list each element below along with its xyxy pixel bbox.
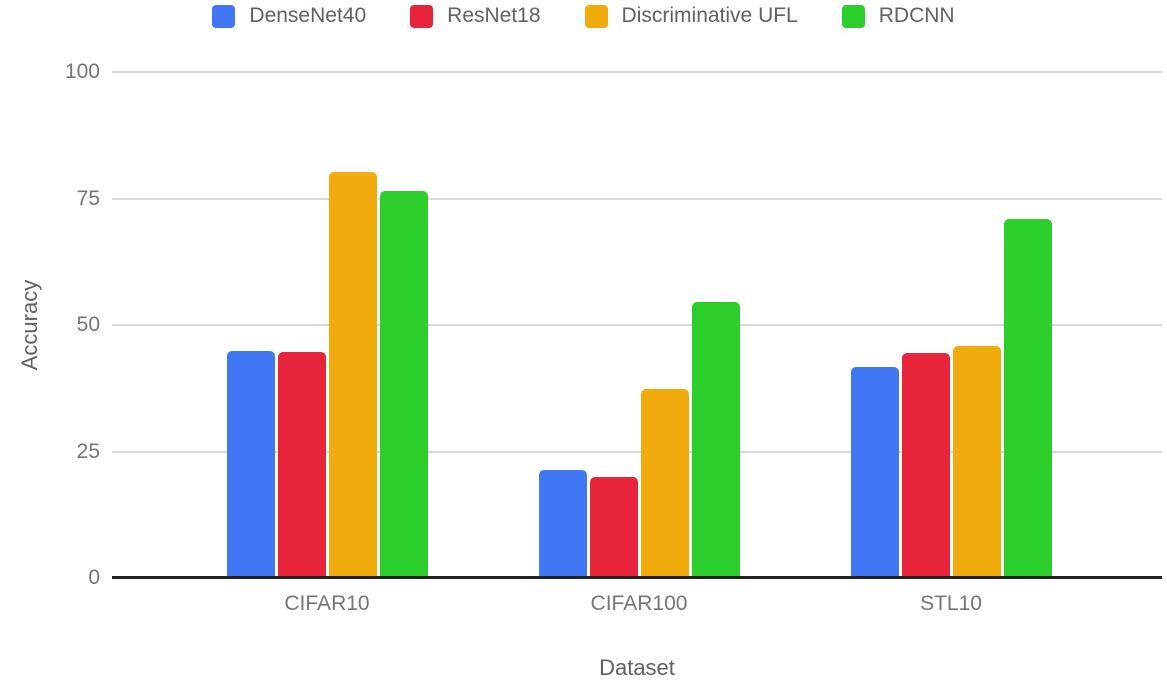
y-axis-tick-labels: 0 25 50 75 100: [0, 60, 100, 589]
bar-densenet40-cifar100: [538, 469, 587, 578]
legend-label: ResNet18: [447, 4, 541, 27]
legend-item-rdcnn: RDCNN: [841, 4, 955, 28]
legend-item-resnet18: ResNet18: [410, 4, 541, 28]
legend-swatch-icon: [410, 4, 434, 28]
bar-densenet40-stl10: [850, 366, 899, 578]
x-axis-line: [112, 576, 1162, 579]
bar-resnet18-cifar10: [277, 351, 326, 578]
legend-label: RDCNN: [878, 4, 955, 27]
y-tick-label-50: 50: [76, 313, 100, 336]
bar-groups: [171, 72, 1107, 578]
legend-label: DenseNet40: [249, 4, 367, 27]
y-tick-label-100: 100: [64, 60, 100, 83]
bar-group-stl10: [795, 72, 1107, 578]
x-axis-tick-labels: CIFAR10 CIFAR100 STL10: [171, 592, 1107, 616]
bar-resnet18-stl10: [901, 352, 950, 578]
legend-swatch-icon: [841, 4, 865, 28]
chart-legend: DenseNet40 ResNet18 Discriminative UFL RDCN…: [0, 4, 1167, 28]
bar-discriminative-ufl-cifar100: [640, 388, 689, 578]
legend-label: Discriminative UFL: [621, 4, 798, 27]
gridline-50: [112, 324, 1162, 326]
x-tick-label-cifar100: CIFAR100: [590, 592, 688, 615]
bar-rdcnn-stl10: [1003, 218, 1052, 578]
y-tick-label-25: 25: [76, 439, 100, 463]
bar-resnet18-cifar100: [589, 476, 638, 578]
bar-discriminative-ufl-cifar10: [328, 172, 377, 578]
bar-discriminative-ufl-stl10: [952, 346, 1001, 578]
x-tick-label-stl10: STL10: [920, 592, 982, 615]
legend-swatch-icon: [212, 4, 236, 28]
legend-item-densenet40: DenseNet40: [212, 4, 366, 28]
gridline-75: [112, 197, 1162, 200]
x-axis-title: Dataset: [599, 655, 675, 680]
y-tick-label-75: 75: [76, 186, 100, 210]
bar-group-cifar100: [483, 72, 795, 578]
plot-area: [112, 71, 1162, 579]
x-tick-label-cifar10: CIFAR10: [284, 592, 370, 615]
y-tick-label-0: 0: [88, 566, 100, 589]
legend-item-discriminative-ufl: Discriminative UFL: [584, 4, 798, 28]
bar-densenet40-cifar10: [226, 351, 275, 578]
gridline-100: [112, 71, 1162, 73]
legend-swatch-icon: [584, 4, 608, 28]
bar-rdcnn-cifar10: [379, 190, 428, 578]
bar-group-cifar10: [171, 72, 483, 578]
bar-rdcnn-cifar100: [691, 301, 740, 578]
gridline-25: [112, 450, 1162, 453]
